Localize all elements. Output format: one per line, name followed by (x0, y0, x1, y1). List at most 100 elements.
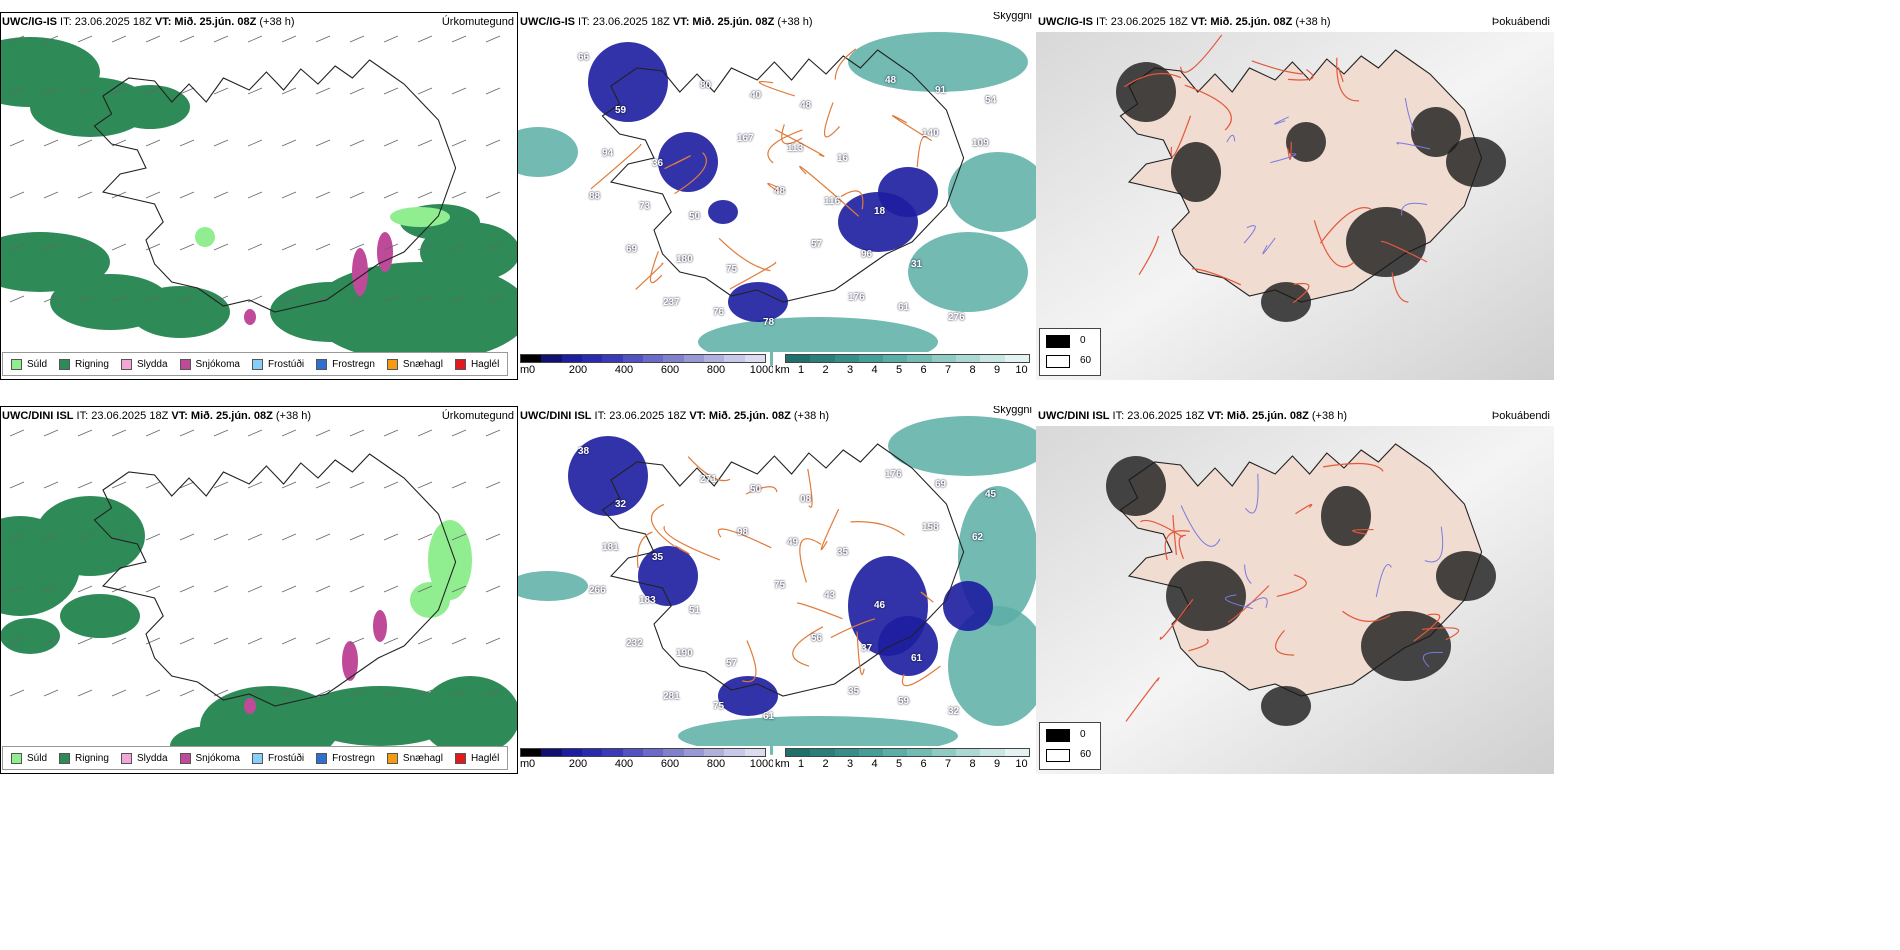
ceiling-tick: 800 (706, 758, 726, 770)
wind-barb (179, 35, 195, 43)
ceiling-value-label: 51 (689, 605, 701, 616)
legend-label: Slydda (136, 752, 168, 764)
ceiling-colorbar-ramp (520, 748, 766, 757)
ceiling-color-step (642, 355, 664, 362)
panel-header: UWC/DINI ISL IT: 23.06.2025 18Z VT: Mið.… (518, 406, 1036, 426)
low-visibility-area (518, 571, 588, 601)
fog-area (1171, 142, 1221, 202)
ceiling-color-step (521, 749, 542, 756)
low-visibility-area (948, 606, 1036, 726)
fog-area (1166, 561, 1246, 631)
visibility-color-step (786, 355, 811, 362)
wind-barb (281, 243, 297, 251)
wind-barb (179, 689, 195, 697)
visibility-tick: 4 (871, 364, 878, 376)
valid-time: VT: Mið. 25.jún. 08Z (1207, 410, 1309, 422)
wind-barb (145, 243, 161, 251)
legend-label: Frostúði (267, 358, 305, 370)
precip-map (0, 406, 518, 774)
ceiling-value-label: 48 (800, 100, 812, 111)
wind-barb (43, 689, 59, 697)
panel-header: UWC/IG-IS IT: 23.06.2025 18Z VT: Mið. 25… (0, 12, 518, 32)
legend-label: Haglél (470, 358, 500, 370)
ceiling-colorbar: m 0 200 400 600 800 1000 (518, 352, 774, 380)
wind-barb (485, 191, 501, 199)
panel-header: UWC/DINI ISL IT: 23.06.2025 18Z VT: Mið.… (1036, 406, 1554, 426)
wind-barb (213, 533, 229, 541)
wind-barb (315, 243, 331, 251)
wind-barb (383, 243, 399, 251)
wind-barb (383, 637, 399, 645)
precip-legend: Súld Rigning Slydda Snjókoma Frostúði Frostre… (2, 352, 509, 376)
wind-barb (145, 637, 161, 645)
wind-barb (383, 481, 399, 489)
road-line (1170, 115, 1192, 158)
wind-barb (77, 35, 93, 43)
road-line (1287, 141, 1292, 160)
wind-barb (315, 139, 331, 147)
wind-barb (281, 637, 297, 645)
wind-barb (451, 87, 467, 95)
visibility-color-step (956, 749, 981, 756)
visibility-color-step (931, 749, 957, 756)
fog-area (1436, 551, 1496, 601)
wind-barb (77, 295, 93, 303)
wind-barb (315, 191, 331, 199)
legend-item: Snjókoma (179, 752, 240, 764)
fog-legend-label: 60 (1080, 749, 1092, 760)
fog-area (1286, 122, 1326, 162)
wind-barb (383, 533, 399, 541)
ceiling-value-label: 46 (874, 600, 886, 611)
legend-item: Frostregn (316, 358, 375, 370)
wind-barb (281, 689, 297, 697)
ceiling-value-label: 35 (837, 547, 849, 558)
ceiling-value-label: 61 (898, 302, 910, 313)
lead-time: (+38 h) (790, 410, 830, 422)
legend-swatch (179, 752, 191, 764)
ceiling-value-label: 116 (824, 196, 841, 207)
lead-time: (+38 h) (1308, 410, 1348, 422)
legend-swatch (316, 752, 328, 764)
ceiling-value-label: 32 (615, 499, 627, 510)
visibility-tick: 8 (969, 364, 976, 376)
legend-item: Frostúði (251, 358, 305, 370)
wind-barb (77, 533, 93, 541)
ceiling-tick: 400 (614, 364, 634, 376)
wind-barb (349, 191, 365, 199)
wind-barb (485, 585, 501, 593)
wind-barb (145, 429, 161, 437)
fog-legend-label: 0 (1080, 335, 1086, 346)
road-line (1275, 629, 1295, 656)
wind-barb (281, 191, 297, 199)
legend-swatch (454, 358, 466, 370)
wind-barb (315, 35, 331, 43)
wind-barb (77, 139, 93, 147)
visibility-tick: 5 (895, 758, 903, 770)
road-line (774, 129, 825, 157)
wind-barb (383, 429, 399, 437)
ceiling-value-label: 158 (922, 522, 939, 533)
wind-barb (349, 139, 365, 147)
fog-area (1446, 137, 1506, 187)
wind-barb (9, 637, 25, 645)
wind-barb (451, 295, 467, 303)
road-line (1380, 240, 1428, 263)
visibility-color-step (931, 355, 957, 362)
ceiling-color-step (703, 355, 725, 362)
wind-barb (383, 585, 399, 593)
wind-barb (485, 533, 501, 541)
low-visibility-area (948, 152, 1036, 232)
wind-barb (485, 243, 501, 251)
road-line (745, 486, 778, 495)
visibility-color-step (883, 749, 908, 756)
ceiling-value-label: 75 (726, 264, 738, 275)
visibility-tick: 6 (920, 758, 927, 770)
fog-map (1036, 426, 1554, 774)
road-line (781, 124, 803, 145)
wind-barb (451, 689, 467, 697)
ceiling-value-label: 49 (787, 537, 799, 548)
wind-barb (111, 481, 127, 489)
wind-barb (145, 481, 161, 489)
ceiling-value-label: 76 (713, 307, 725, 318)
wind-barb (43, 637, 59, 645)
